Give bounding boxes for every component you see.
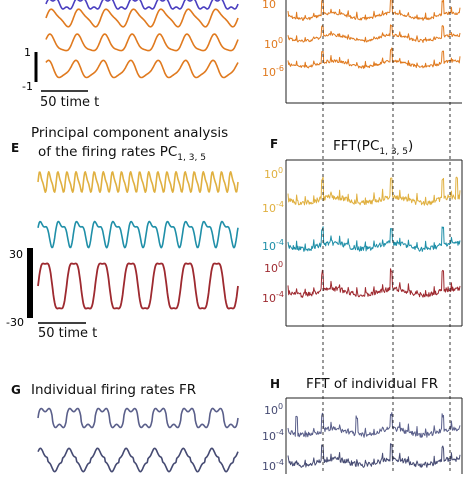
panel-e-scalebar: 30 -30 50 time t <box>6 248 97 341</box>
panel-e-traces <box>37 171 239 310</box>
scalebar-lo-label: -1 <box>22 80 33 93</box>
scalebar-hi-label: 1 <box>24 46 31 59</box>
e-time-scalebar-label: 50 time t <box>38 326 97 341</box>
time-scalebar-label: 50 time t <box>40 95 99 110</box>
trace-teal <box>37 220 239 249</box>
trace-orange-3 <box>45 59 239 79</box>
panel-g-traces <box>37 407 239 473</box>
panel-letter-e: E <box>11 141 19 155</box>
panel-e-title-line1: Principal component analysis <box>31 125 228 141</box>
h-fft-1 <box>287 412 461 438</box>
dashed-frequency-guides <box>322 0 451 474</box>
f-tick-gold-neg4: 10-4 <box>262 200 284 215</box>
panel-letter-g: G <box>11 383 21 397</box>
f-tick-gold-0: 100 <box>264 166 283 181</box>
e-scalebar-lo-label: -30 <box>6 316 24 329</box>
panel-letter-f: F <box>270 137 278 151</box>
top-fft-series-2 <box>287 24 461 43</box>
f-fft-gold <box>287 176 461 206</box>
trace-orange-1 <box>45 8 239 28</box>
trace-gold <box>37 171 239 193</box>
trace-fr-2 <box>37 447 239 473</box>
h-tick-0: 100 <box>264 402 283 417</box>
trace-purple <box>45 0 239 10</box>
f-tick-red-neg4: 10-4 <box>262 290 284 305</box>
f-tick-red-0: 100 <box>264 260 283 275</box>
panel-g-title: Individual firing rates FR <box>31 382 196 398</box>
h-fft-2 <box>287 443 461 468</box>
panel-h-title: FFT of individual FR <box>306 376 438 392</box>
top-fft-tick-10: 10 <box>262 0 276 11</box>
h-tick-neg4-a: 10-4 <box>262 428 284 443</box>
f-fft-teal <box>287 226 461 252</box>
trace-fr-1 <box>37 407 239 429</box>
top-fft-tick-neg6: 10-6 <box>262 64 284 79</box>
trace-orange-2 <box>45 33 239 52</box>
h-tick-neg4-b: 10-4 <box>262 458 284 473</box>
top-fft-series-1 <box>287 0 461 21</box>
e-scalebar-hi-label: 30 <box>9 248 23 261</box>
panel-h-fft <box>287 412 461 468</box>
top-fft-series-3 <box>287 47 461 69</box>
top-right-fft <box>287 0 461 69</box>
top-left-traces <box>45 0 239 79</box>
f-tick-teal-neg4: 10-4 <box>262 238 284 253</box>
f-fft-darkred <box>287 268 461 298</box>
panel-e-title-line2: of the firing rates PC1, 3, 5 <box>38 144 206 163</box>
trace-darkred <box>37 262 239 310</box>
panel-f-fft <box>287 176 461 298</box>
panel-f-title: FFT(PC1, 3, 5) <box>333 138 413 157</box>
panel-f-axes: 100 10-4 10-4 100 10-4 <box>262 159 463 327</box>
panel-letter-h: H <box>270 377 280 391</box>
top-fft-tick-0: 100 <box>264 36 283 51</box>
top-left-scalebar: 1 -1 50 time t <box>22 46 99 110</box>
